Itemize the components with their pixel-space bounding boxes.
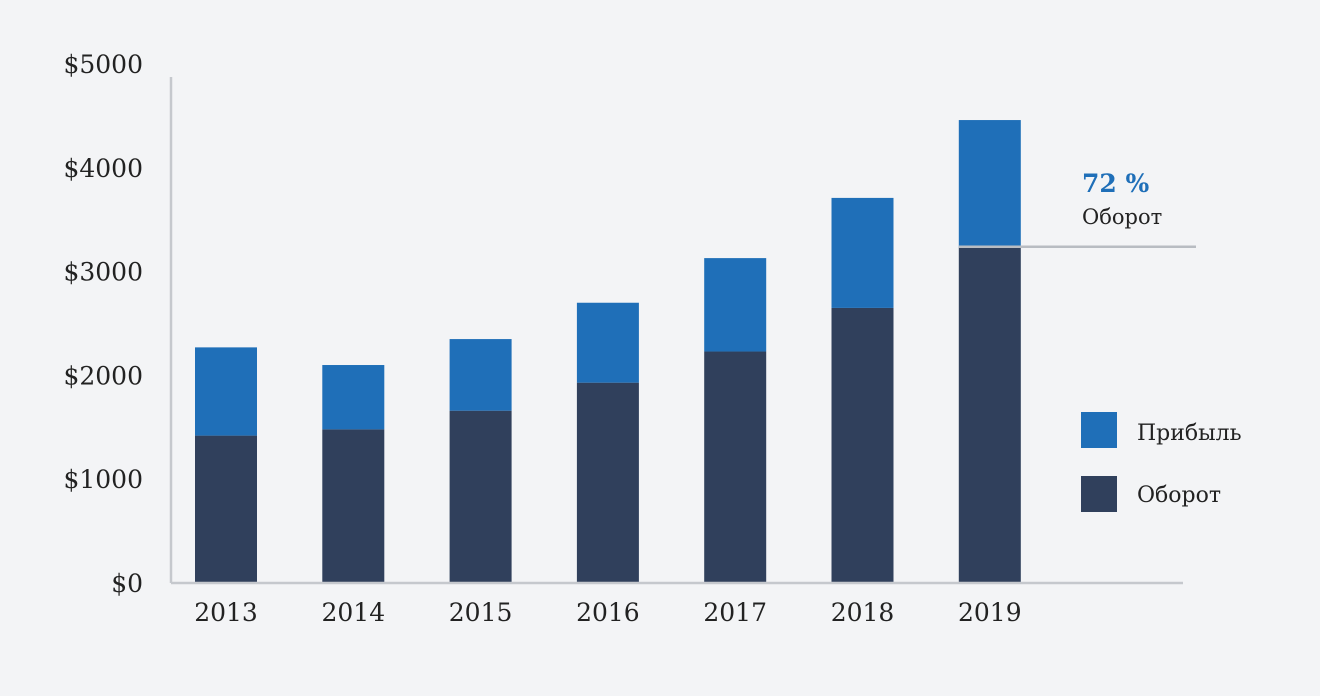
bar-segment-turnover (322, 429, 385, 583)
x-tick-label: 2015 (449, 598, 513, 627)
x-tick-label: 2018 (831, 598, 895, 627)
bar-segment-profit (576, 302, 639, 383)
x-axis: 2013 2014 2015 2016 2017 2018 2019 (171, 581, 1183, 627)
legend-label-turnover: Оборот (1137, 483, 1221, 508)
legend-swatch-turnover (1081, 476, 1117, 512)
x-tick-label: 2014 (321, 598, 385, 627)
y-tick-label: $3000 (63, 258, 143, 287)
legend: Прибыль Оборот (1081, 412, 1242, 512)
x-tick-label: 2019 (958, 598, 1022, 627)
y-tick-label: $2000 (63, 361, 143, 390)
x-tick-label: 2016 (576, 598, 640, 627)
y-tick-label: $1000 (63, 465, 143, 494)
y-tick-label: $4000 (63, 154, 143, 183)
bar-segment-profit (195, 347, 257, 436)
bars (195, 120, 1021, 584)
bar-segment-profit (831, 197, 894, 308)
y-axis: $0 $1000 $2000 $3000 $4000 $5000 (63, 50, 173, 598)
bar-segment-profit (449, 339, 512, 411)
callout-label: Оборот (1082, 205, 1162, 229)
legend-swatch-profit (1081, 412, 1117, 448)
bar-segment-profit (322, 365, 385, 430)
legend-label-profit: Прибыль (1137, 421, 1242, 446)
bar-segment-turnover (704, 351, 767, 583)
bar-segment-turnover (831, 307, 894, 583)
bar-segment-turnover (449, 410, 512, 583)
x-tick-label: 2017 (703, 598, 767, 627)
bar-segment-turnover (195, 435, 257, 583)
callout: 72 % Оборот (958, 169, 1196, 248)
bar-segment-profit (958, 120, 1021, 247)
y-tick-label: $0 (111, 569, 143, 598)
bar-segment-profit (704, 258, 767, 352)
bar-segment-turnover (576, 382, 639, 583)
x-tick-label: 2013 (194, 598, 258, 627)
bar-segment-turnover (958, 246, 1021, 584)
callout-percentage: 72 % (1082, 169, 1149, 198)
y-tick-label: $5000 (63, 50, 143, 79)
